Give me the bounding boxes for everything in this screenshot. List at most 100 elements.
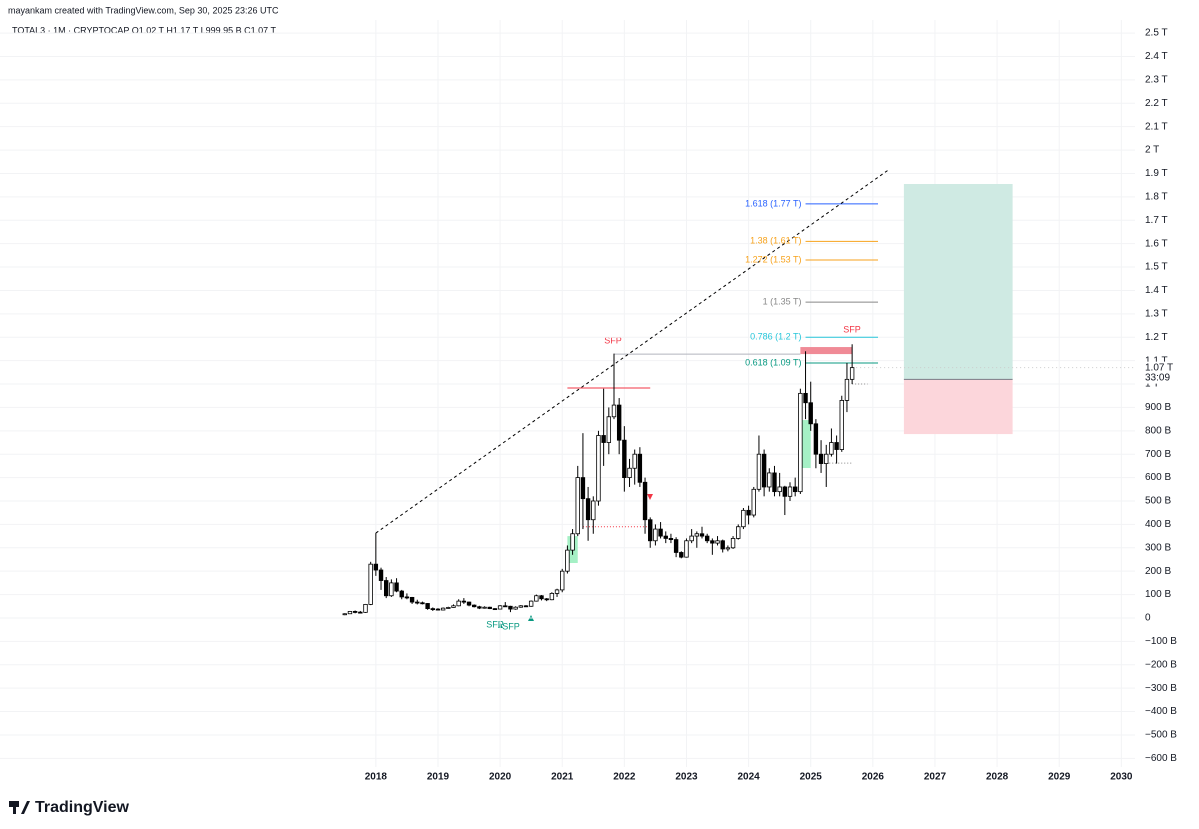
header: mayankam created with TradingView.com, S…: [8, 5, 279, 15]
x-tick-label: 2018: [365, 772, 388, 783]
candle-body: [684, 540, 689, 558]
y-tick-label: −400 B: [1145, 706, 1177, 717]
y-tick-label: 1.3 T: [1145, 308, 1168, 319]
candle-body: [663, 535, 668, 539]
candle-body: [601, 435, 606, 443]
candle-body: [834, 442, 839, 450]
y-tick-label: 500 B: [1145, 496, 1171, 507]
candle-body: [518, 605, 524, 608]
loss-zone: [903, 379, 1013, 435]
y-tick-label: 2.1 T: [1145, 121, 1168, 132]
candle-body: [435, 608, 441, 611]
candle-body: [751, 488, 756, 516]
zone: [800, 420, 811, 469]
candle-body: [446, 607, 451, 609]
labels-layer: 2.5 T 2.4 T 2.3 T 2.2 T 2.1 T 2 T 1.9 T 1.8 T 1.…: [365, 28, 1178, 783]
candle-body: [596, 435, 601, 502]
candle-body: [844, 378, 850, 401]
y-tick-label: 1.6 T: [1145, 238, 1168, 249]
candle-body: [772, 472, 777, 493]
fib-label: 1.272 (1.53 T): [745, 254, 801, 264]
x-tick-label: 2028: [986, 772, 1009, 783]
y-tick-label: 2 T: [1145, 145, 1159, 156]
candle-body: [803, 392, 808, 404]
symbol-line: TOTAL3 · 1M · CRYPTOCAP O1.02 T H1.17 T …: [12, 25, 276, 35]
candle-body: [839, 400, 844, 450]
x-tick-label: 2025: [800, 772, 823, 783]
candle-body: [384, 580, 389, 597]
candle-body: [363, 604, 368, 613]
candle-body: [534, 595, 539, 602]
y-tick-label: 1.5 T: [1145, 262, 1168, 273]
candle-body: [373, 563, 379, 571]
candle-body: [425, 603, 430, 610]
candle-body: [347, 611, 353, 615]
zone: [800, 347, 853, 355]
candle-body: [642, 481, 648, 521]
candle-body: [611, 404, 617, 418]
candle-body: [585, 498, 591, 521]
candle-body: [741, 509, 746, 528]
x-tick-label: 2022: [613, 772, 636, 783]
candle-body: [539, 595, 544, 600]
candle-body: [456, 600, 461, 607]
candle-body: [653, 528, 658, 542]
y-tick-label: 800 B: [1145, 425, 1171, 436]
y-tick-label: 1 T: [1145, 379, 1159, 390]
x-tick-label: 2019: [427, 772, 450, 783]
candle-body: [704, 535, 710, 542]
candle-body: [461, 600, 467, 603]
candle-body: [813, 423, 819, 455]
candle-body: [389, 582, 394, 597]
candle-body: [560, 570, 565, 591]
countdown: 33:09: [1145, 372, 1170, 383]
trendline: [375, 169, 889, 534]
logo: TradingView: [9, 799, 130, 816]
candle-body: [528, 600, 534, 607]
signal-arrow: [647, 494, 653, 500]
x-tick-label: 2021: [551, 772, 574, 783]
candle-body: [415, 601, 420, 604]
x-tick-label: 2030: [1110, 772, 1133, 783]
y-tick-label: 1.7 T: [1145, 215, 1168, 226]
y-tick-label: 900 B: [1145, 402, 1171, 413]
candle-body: [777, 486, 782, 493]
candle-body: [554, 589, 560, 594]
last-price-label: 1.07 T: [1145, 362, 1173, 373]
candle-body: [668, 538, 674, 541]
y-tick-label: 1.4 T: [1145, 285, 1168, 296]
y-tick-label: −200 B: [1145, 659, 1177, 670]
candle-body: [736, 526, 741, 539]
candle-body: [622, 439, 627, 479]
candle-body: [399, 590, 404, 598]
candle-body: [508, 605, 513, 610]
candle-body: [409, 596, 415, 603]
candle-body: [404, 596, 410, 599]
candle-body: [482, 606, 487, 609]
candle-body: [689, 535, 694, 542]
y-tick-label: 1.9 T: [1145, 168, 1168, 179]
candle-body: [549, 593, 555, 601]
candle-body: [358, 611, 363, 614]
y-tick-label: −600 B: [1145, 753, 1177, 764]
candle-body: [627, 467, 632, 479]
candle-body: [658, 528, 663, 537]
y-tick-label: 0: [1145, 613, 1151, 624]
fib-label: 1 (1.35 T): [763, 297, 802, 307]
candle-body: [679, 552, 684, 558]
fib-label: 1.38 (1.61 T): [750, 236, 801, 246]
candle-body: [849, 367, 855, 380]
candle-body: [761, 453, 767, 488]
candle-body: [477, 606, 482, 609]
candle-body: [570, 533, 575, 551]
y-tick-label: 200 B: [1145, 566, 1171, 577]
candles-layer: [342, 344, 855, 616]
candle-body: [575, 477, 580, 535]
candle-body: [342, 613, 347, 616]
candle-body: [580, 477, 586, 500]
sfp-label: SFP: [486, 619, 504, 629]
candle-body: [368, 563, 373, 605]
profit-zone: [903, 183, 1013, 380]
candle-body: [637, 453, 643, 483]
